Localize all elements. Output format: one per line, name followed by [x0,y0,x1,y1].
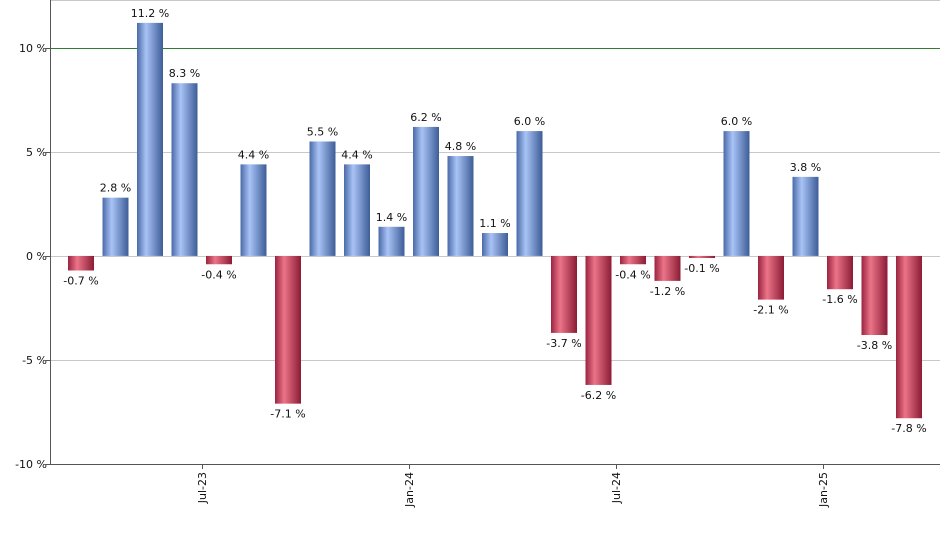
x-tick-label: Jan-24 [403,472,416,508]
bar-May-25 [861,255,888,335]
y-tick-label: 5 % [26,146,47,159]
bar-Apr-24 [413,126,439,256]
bar-Sep-24 [585,255,612,385]
y-tick-label: -5 % [22,354,47,367]
bar-Dec-24 [689,255,715,259]
x-tick-label: Jan-25 [817,472,830,508]
data-label: 6.0 % [514,115,545,128]
bar-Oct-23 [206,255,232,265]
bars [68,22,922,419]
x-tick-label: Jul-24 [610,472,623,504]
y-tick-labels: -10 % -5 % 0 % 5 % 10 % [15,42,50,471]
bar-Apr-25 [827,255,853,290]
bar-Mar-24 [378,226,405,256]
data-label: -1.6 % [822,293,857,306]
data-label: -7.1 % [270,408,305,421]
bar-Nov-24 [654,255,681,281]
bar-Feb-24 [344,164,370,256]
y-tick-label: 0 % [26,250,47,263]
bar-Jun-24 [482,233,508,256]
data-label: 8.3 % [169,67,200,80]
data-label: 1.1 % [479,217,510,230]
bar-Feb-25 [758,255,784,300]
x-tick-label: Jul-23 [196,472,209,504]
bar-Aug-23 [137,22,163,256]
data-label: 4.8 % [445,140,476,153]
data-label: 1.4 % [376,211,407,224]
data-label: 4.4 % [341,148,372,161]
bar-Aug-24 [551,255,577,333]
data-label: -6.2 % [581,389,616,402]
data-label: 6.0 % [721,115,752,128]
bar-Jul-23 [102,197,129,256]
bar-Nov-23 [240,164,267,256]
axes [50,0,940,465]
data-label: -3.8 % [857,339,892,352]
x-tick-labels: Jul-23 Jan-24 Jul-24 Jan-25 [196,464,830,508]
data-label: 11.2 % [131,7,169,20]
data-label: 3.8 % [790,161,821,174]
bar-Mar-25 [792,176,819,256]
y-tick-label: 10 % [19,42,47,55]
bar-Jan-24 [309,141,336,256]
data-labels: -0.7 % 2.8 % 11.2 % 8.3 % -0.4 % 4.4 % -7.1 % 5… [63,7,926,435]
bar-Jun-23 [68,255,94,271]
y-tick-label: -10 % [15,458,47,471]
data-label: -0.4 % [201,268,236,281]
data-label: -3.7 % [546,337,581,350]
data-label: 2.8 % [100,182,131,195]
data-label: 5.5 % [307,125,338,138]
bar-Jun-25 [896,255,922,419]
data-label: 6.2 % [410,111,441,124]
bar-Sep-23 [171,83,198,256]
data-label: -1.2 % [650,285,685,298]
bar-Oct-24 [620,255,646,265]
data-label: -2.1 % [753,304,788,317]
data-label: -0.7 % [63,274,98,287]
bar-Dec-23 [275,255,301,404]
data-label: 4.4 % [238,148,269,161]
data-label: -0.4 % [615,268,650,281]
data-label: -7.8 % [891,422,926,435]
bar-Jul-24 [516,131,543,256]
bar-Jan-25 [723,131,750,256]
data-label: -0.1 % [684,262,719,275]
bar-May-24 [447,156,474,256]
